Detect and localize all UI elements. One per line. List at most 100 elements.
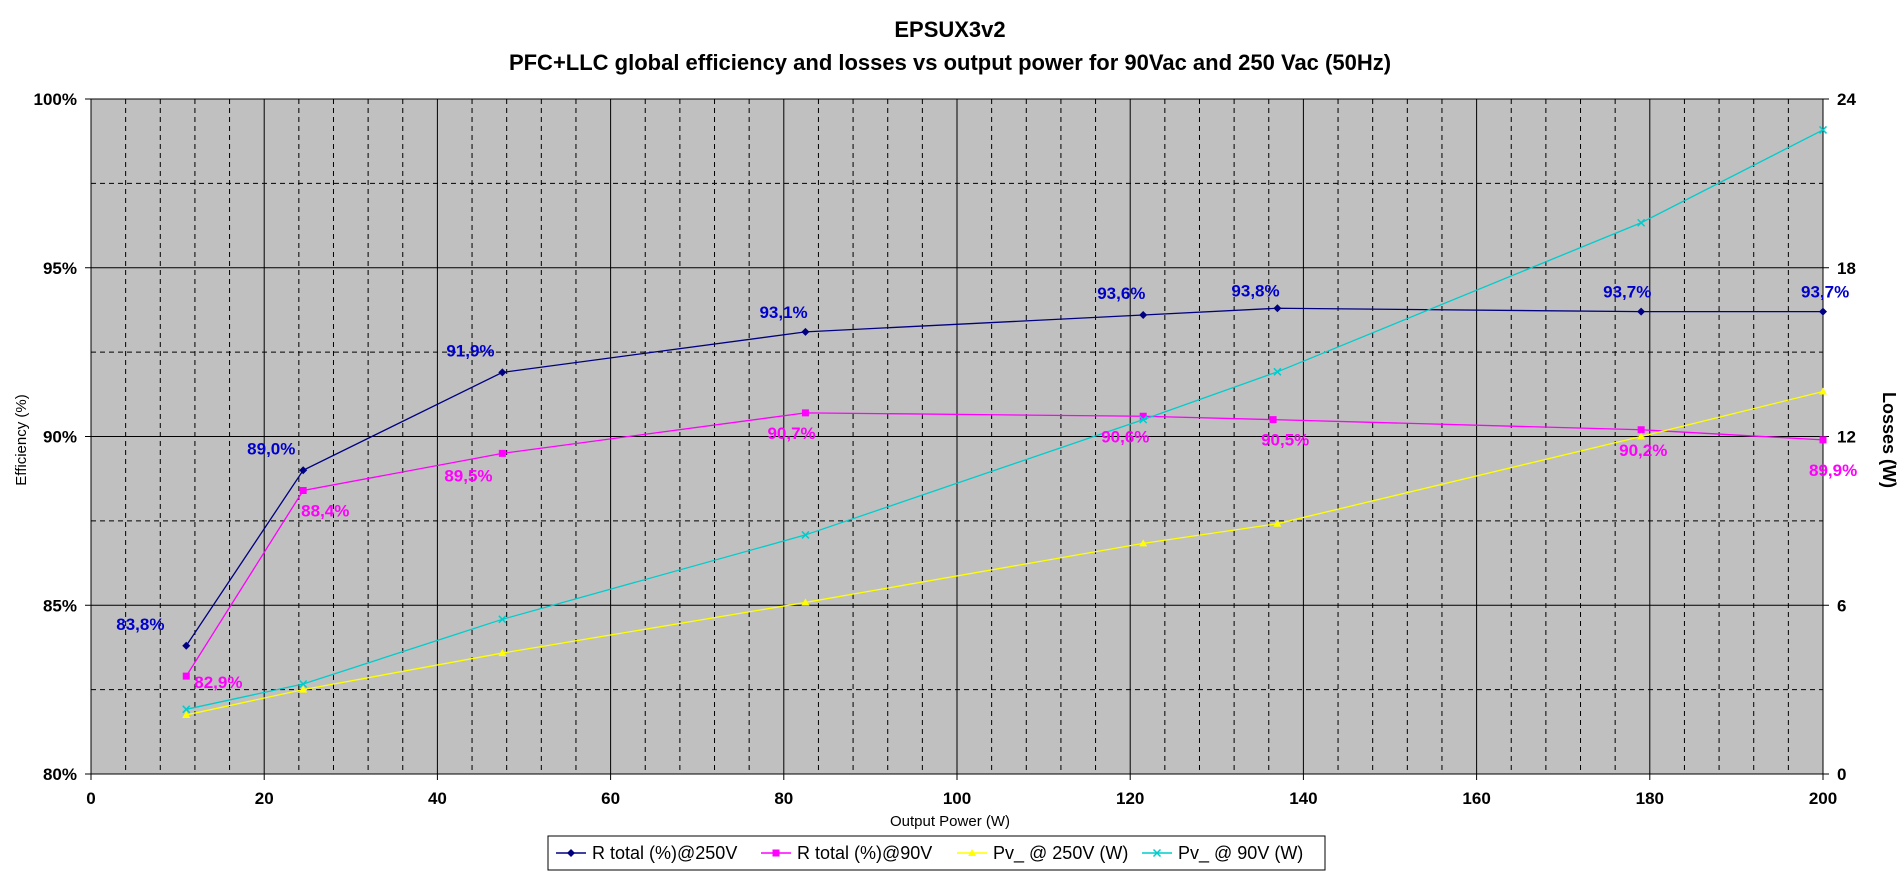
legend-box [547,835,1326,871]
series-3-point [299,685,308,693]
marker-stroke [1152,848,1162,858]
marker-stroke [182,705,191,714]
series-2-point [1269,416,1277,424]
x-tick-label: 100 [943,789,971,808]
y2-axis-label: Losses (W) [1879,392,1899,488]
series-line-3 [186,390,1824,716]
series-line-1 [185,307,1823,647]
x-tick-label: 40 [428,789,447,808]
chart-subtitle: PFC+LLC global efficiency and losses vs … [509,50,1391,75]
series-1-point [1637,307,1646,316]
series-2-point [1139,412,1147,420]
y-tick-label: 95% [43,259,77,278]
series-3-point [801,598,810,606]
legend-marker [968,849,976,856]
marker-stroke [1139,415,1148,424]
legend-marker [1152,848,1162,858]
series-1-data-label: 89,0% [247,439,295,458]
legend-item-1: R total (%)@250V [556,843,737,863]
series-4-point [801,530,810,539]
series-1-data-label: 91,9% [446,341,494,360]
series-3-point [1637,432,1646,440]
chart-title: EPSUX3v2 [894,17,1005,42]
grid-lines [90,98,1824,775]
series-2-data-label: 89,5% [444,466,492,485]
x-tick-label: 140 [1289,789,1317,808]
series-3-point [498,649,507,657]
series-1-data-label: 93,1% [759,303,807,322]
series-4-point [498,615,507,624]
series-1-point [498,368,507,377]
series-layer [182,125,1828,718]
series-1-point [801,327,810,336]
series-2-data-label: 88,4% [301,502,349,521]
series-2-point [1637,426,1645,434]
series-4-point [182,705,191,714]
series-1-data-label: 83,8% [116,615,164,634]
x-tick-label: 20 [255,789,274,808]
series-3-point [1273,519,1282,527]
series-line-2 [185,412,1824,677]
y2-tick-label: 24 [1837,90,1856,109]
series-3-point [1819,387,1827,395]
data-labels: 83,8% 89,0% 91,9% 93,1% 93,6% 93,8% 93,7% 93,7%… [116,281,1857,692]
x-tick-label: 80 [774,789,793,808]
legend-label: Pv_ @ 90V (W) [1178,843,1303,864]
legend-label: R total (%)@250V [592,843,737,863]
legend-marker [567,849,575,857]
x-tick-label: 60 [601,789,620,808]
series-1-data-label: 93,7% [1603,283,1651,302]
series-2-point [182,672,190,680]
y-tick-label: 85% [43,596,77,615]
series-4-point [1818,125,1828,134]
series-1-point [182,641,191,650]
y2-tick-label: 0 [1837,765,1846,784]
y-axis-label: Efficiency (%) [13,394,30,485]
legend-item-3: Pv_ @ 250V (W) [957,843,1128,864]
series-2-point [1819,436,1827,444]
series-2-data-label: 89,9% [1809,461,1857,480]
series-1-data-label: 93,6% [1097,284,1145,303]
legend-marker [772,849,780,857]
series-3-point [1139,539,1148,547]
x-axis-label: Output Power (W) [890,813,1010,830]
series-1-point [299,466,308,475]
marker-stroke [498,615,507,624]
series-2-data-label: 90,6% [1101,427,1149,446]
series-2-point [801,409,809,417]
x-tick-label: 120 [1116,789,1144,808]
y-tick-label: 80% [43,765,77,784]
legend-item-4: Pv_ @ 90V (W) [1142,843,1303,864]
series-2-point [299,487,307,494]
series-2-data-label: 82,9% [194,673,242,692]
x-tick-label: 0 [86,789,95,808]
y2-tick-label: 18 [1837,259,1856,278]
x-tick-label: 160 [1462,789,1490,808]
marker-stroke [1818,125,1828,134]
y2-tick-label: 12 [1837,428,1856,447]
legend-item-2: R total (%)@90V [761,843,932,863]
series-2-data-label: 90,2% [1619,441,1667,460]
series-2-data-label: 90,5% [1261,431,1309,450]
series-2-data-label: 90,7% [767,424,815,443]
series-4-point [299,679,308,689]
marker-stroke [801,530,810,539]
legend-label: Pv_ @ 250V (W) [993,843,1128,864]
series-4-point [1139,415,1148,424]
series-1-point [1139,311,1148,319]
series-line-4 [186,129,1824,710]
series-4-point [1637,218,1646,227]
marker-stroke [1637,218,1646,227]
marker-stroke [299,679,308,689]
axis-ticks: 0 20 40 60 80 100 120 140 160 180 20080%85%90%95%1… [34,90,1857,808]
y2-tick-label: 6 [1837,596,1846,615]
y-tick-label: 90% [43,428,77,447]
x-tick-label: 200 [1809,789,1837,808]
series-3-point [182,710,191,718]
series-1-data-label: 93,8% [1231,281,1279,300]
series-1-point [1819,307,1827,316]
legend-label: R total (%)@90V [797,843,932,863]
y-tick-label: 100% [34,90,77,109]
